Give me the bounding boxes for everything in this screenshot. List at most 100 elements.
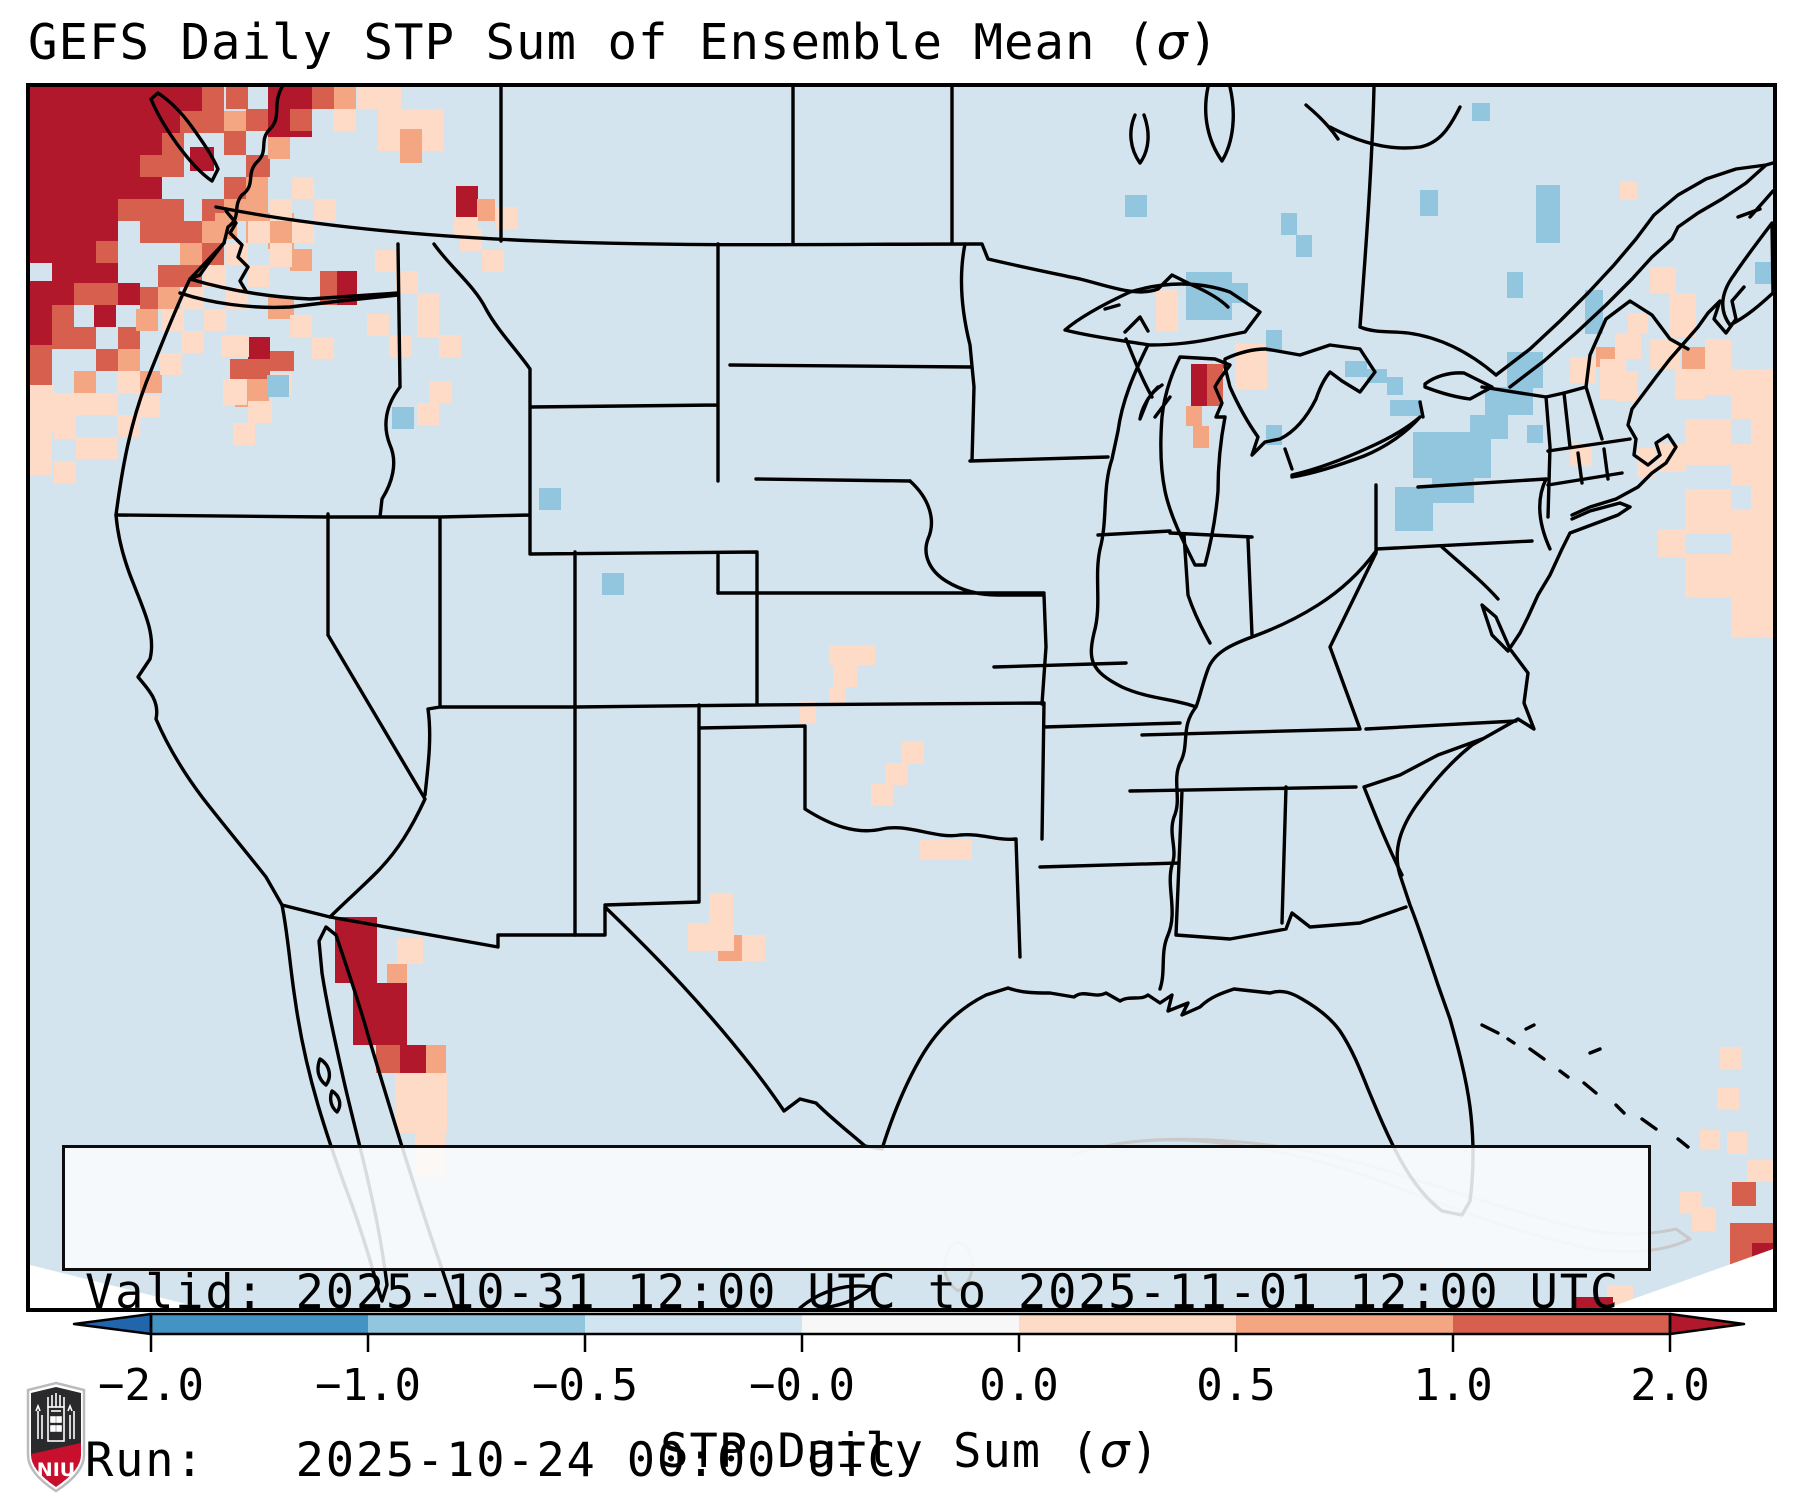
grid-cell bbox=[1628, 313, 1648, 333]
grid-cell bbox=[1413, 432, 1491, 478]
grid-cell bbox=[140, 133, 164, 157]
colorbar-axis-label: STP Daily Sum (σ) bbox=[0, 1424, 1803, 1479]
colorbar-segment bbox=[151, 1314, 369, 1334]
grid-cell bbox=[30, 345, 52, 389]
grid-cell bbox=[1685, 489, 1731, 533]
grid-cell bbox=[392, 407, 414, 429]
grid-cell bbox=[76, 393, 98, 415]
grid-cell bbox=[290, 249, 312, 271]
grid-cell bbox=[180, 243, 202, 265]
grid-cell bbox=[1367, 369, 1387, 383]
grid-cell bbox=[268, 137, 290, 159]
grid-cell bbox=[138, 395, 160, 417]
grid-cell bbox=[158, 287, 180, 309]
grid-cell bbox=[292, 177, 314, 199]
grid-cell bbox=[292, 221, 314, 243]
grid-cell bbox=[290, 109, 312, 131]
grid-cell bbox=[96, 283, 118, 305]
grid-cell bbox=[30, 281, 52, 345]
grid-cell bbox=[1727, 1132, 1747, 1154]
grid-cell bbox=[829, 687, 845, 703]
grid-cell bbox=[367, 314, 389, 336]
grid-cell bbox=[1570, 357, 1596, 383]
grid-cell bbox=[312, 87, 334, 109]
grid-cell bbox=[1675, 369, 1705, 399]
grid-cell bbox=[140, 287, 160, 309]
colorbar-tick-label: −0.5 bbox=[532, 1360, 638, 1411]
grid-cell bbox=[1685, 554, 1773, 598]
run-line: Run: 2025-10-24 00:00 UTC bbox=[85, 1433, 898, 1488]
grid-cell bbox=[162, 133, 184, 155]
colorbar-tick-label: 0.5 bbox=[1196, 1360, 1275, 1411]
colorbar-label-text: STP Daily Sum ( bbox=[660, 1424, 1100, 1479]
grid-cell bbox=[30, 431, 52, 475]
grid-cell bbox=[224, 131, 246, 155]
grid-cell bbox=[1732, 1182, 1756, 1206]
grid-cell bbox=[454, 217, 478, 237]
grid-cell bbox=[456, 186, 478, 224]
grid-cell bbox=[140, 221, 162, 243]
gulf-atlantic-coastline-path bbox=[880, 285, 1746, 1217]
st-lawrence-maritimes-path bbox=[1494, 161, 1773, 389]
grid-cell bbox=[54, 417, 76, 439]
state-borders-central-path bbox=[716, 242, 1378, 991]
grid-cell bbox=[1570, 444, 1592, 466]
grid-cell bbox=[1731, 369, 1773, 419]
grid-cell bbox=[1281, 213, 1297, 235]
colorbar-segment bbox=[1019, 1314, 1237, 1334]
state-borders-west-path bbox=[114, 241, 1046, 959]
grid-cell bbox=[395, 1073, 447, 1133]
grid-cell bbox=[290, 315, 312, 337]
grid-cell bbox=[30, 385, 54, 431]
niu-shield-red-field bbox=[31, 1443, 81, 1487]
grid-cell bbox=[270, 351, 294, 371]
grid-cell bbox=[52, 263, 74, 305]
grid-cell bbox=[162, 199, 184, 243]
grid-cell bbox=[30, 133, 140, 177]
colorbar-segment bbox=[802, 1314, 1020, 1334]
grid-cell bbox=[1650, 267, 1676, 293]
grid-cell bbox=[158, 265, 180, 287]
grid-cell bbox=[602, 573, 624, 595]
grid-cell bbox=[357, 87, 401, 109]
grid-cell bbox=[1682, 347, 1706, 373]
grid-cell bbox=[54, 461, 76, 483]
grid-cell bbox=[270, 243, 292, 267]
grid-cell bbox=[248, 401, 272, 423]
grid-cell bbox=[140, 155, 184, 177]
grid-cell bbox=[96, 393, 118, 415]
grid-cell bbox=[246, 109, 268, 131]
grid-cell bbox=[314, 199, 336, 221]
grid-cell bbox=[76, 437, 98, 459]
grid-cell bbox=[400, 1045, 426, 1073]
grid-cell bbox=[96, 437, 118, 459]
niu-logo-text: NIU bbox=[37, 1459, 75, 1481]
bahamas-islands-path bbox=[1480, 1023, 1690, 1149]
valid-run-info-box: Valid: 2025-10-31 12:00 UTC to 2025-11-0… bbox=[62, 1145, 1651, 1488]
colorbar-tick-label: −2.0 bbox=[98, 1360, 204, 1411]
grid-cell bbox=[180, 87, 204, 111]
colorbar-tick-labels: −2.0 −1.0 −0.5 −0.0 0.0 0.5 1.0 2.0 bbox=[98, 1360, 1710, 1411]
grid-cell bbox=[871, 784, 893, 806]
grid-cell bbox=[1692, 1207, 1716, 1231]
grid-cell bbox=[1186, 272, 1232, 320]
grid-cell bbox=[688, 923, 734, 951]
grid-cell bbox=[1755, 262, 1773, 284]
grid-cell bbox=[224, 177, 246, 199]
grid-cell bbox=[224, 111, 246, 131]
grid-cell bbox=[397, 938, 423, 964]
grid-cell bbox=[920, 840, 972, 860]
grid-cell bbox=[334, 87, 356, 109]
grid-cell bbox=[1717, 1088, 1739, 1110]
grid-cell bbox=[204, 309, 226, 331]
grid-cell bbox=[180, 221, 202, 243]
colorbar: −2.0 −1.0 −0.5 −0.0 0.0 0.5 1.0 2.0 bbox=[72, 1312, 1746, 1411]
grid-cell bbox=[223, 379, 247, 405]
colorbar-tick-label: −0.0 bbox=[749, 1360, 855, 1411]
grid-cell bbox=[202, 87, 224, 111]
grid-cell bbox=[439, 335, 461, 357]
colorbar-tick-label: −1.0 bbox=[315, 1360, 421, 1411]
grid-cell bbox=[417, 403, 439, 425]
grid-cell bbox=[1685, 419, 1731, 465]
